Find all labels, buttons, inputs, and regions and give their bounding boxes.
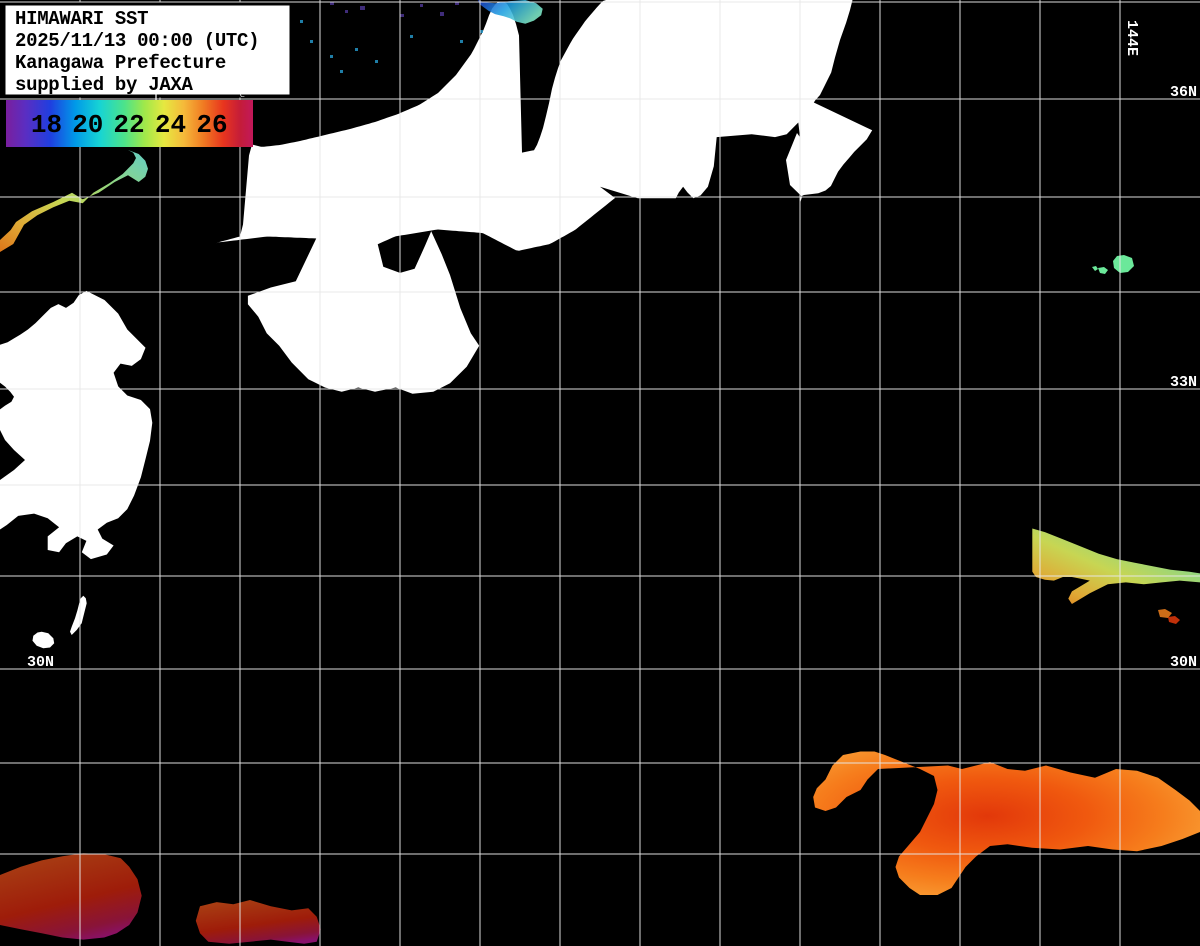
svg-text:18: 18 — [31, 110, 62, 140]
svg-text:24: 24 — [155, 110, 186, 140]
svg-text:30N: 30N — [27, 654, 54, 671]
svg-text:2025/11/13 00:00 (UTC): 2025/11/13 00:00 (UTC) — [15, 30, 259, 52]
svg-text:26: 26 — [196, 110, 227, 140]
svg-text:144E: 144E — [1123, 20, 1140, 56]
svg-text:30N: 30N — [1170, 654, 1197, 671]
svg-text:33N: 33N — [1170, 374, 1197, 391]
svg-text:35: 35 — [27, 374, 45, 391]
svg-text:supplied by JAXA: supplied by JAXA — [15, 74, 194, 96]
svg-text:22: 22 — [113, 110, 144, 140]
svg-text:℃: ℃ — [237, 92, 245, 100]
svg-text:20: 20 — [72, 110, 103, 140]
svg-text:Kanagawa Prefecture: Kanagawa Prefecture — [15, 52, 226, 74]
svg-text:36N: 36N — [1170, 84, 1197, 101]
svg-text:HIMAWARI SST: HIMAWARI SST — [15, 8, 148, 30]
